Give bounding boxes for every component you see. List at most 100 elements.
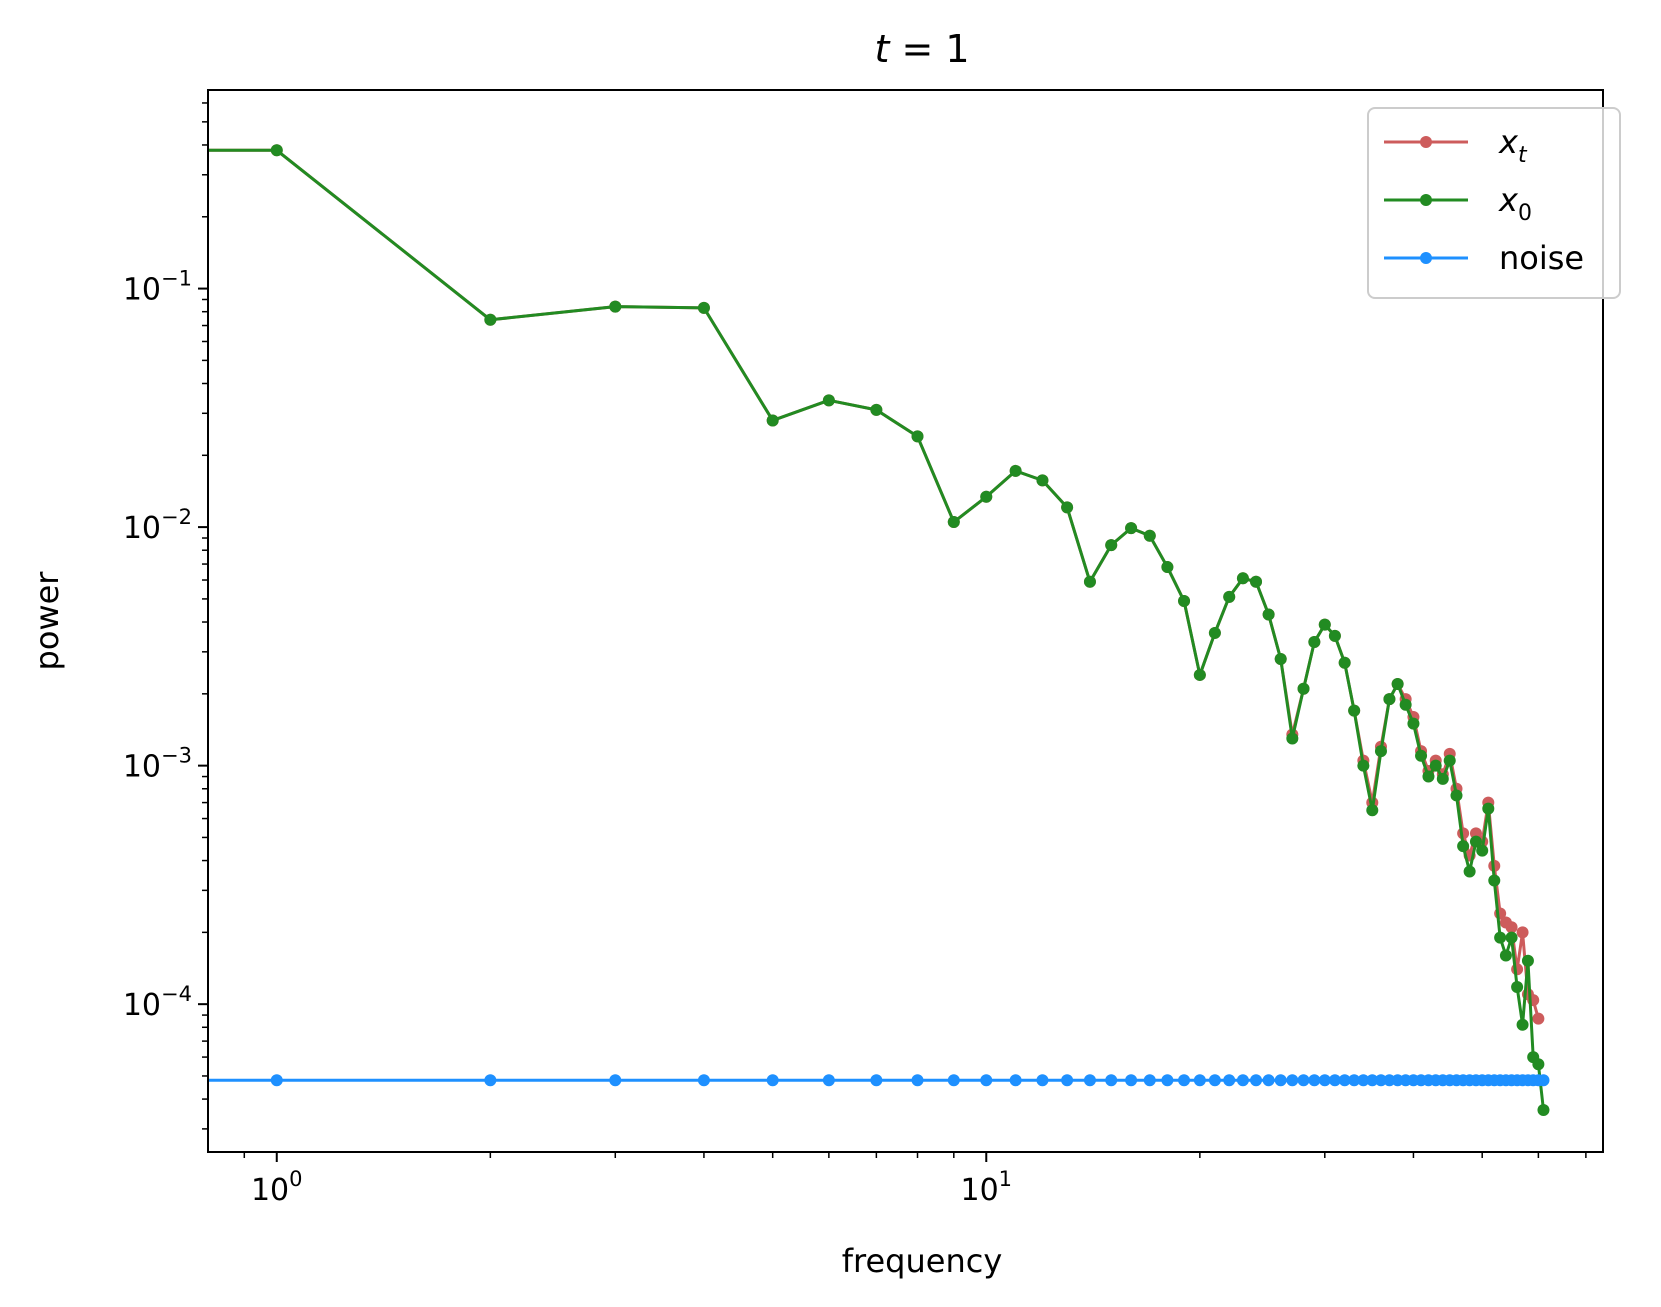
data-point-x0: [609, 300, 622, 313]
data-point-x0: [947, 516, 960, 529]
data-point-noise: [1125, 1074, 1138, 1087]
data-point-x0: [980, 490, 993, 503]
data-point-noise: [1161, 1074, 1174, 1087]
data-point-noise: [1178, 1074, 1191, 1087]
data-point-x0: [1083, 575, 1096, 588]
data-point-noise: [1223, 1074, 1236, 1087]
data-point-noise: [1250, 1074, 1263, 1087]
series-xt: [208, 144, 1545, 1025]
data-point-noise: [911, 1074, 924, 1087]
series-layer: [208, 144, 1550, 1116]
series-x0: [208, 144, 1550, 1116]
data-point-x0: [1366, 804, 1379, 817]
data-point-x0: [484, 313, 497, 326]
series-line-x0: [208, 148, 1545, 1111]
data-point-x0: [1494, 931, 1507, 944]
legend-box: [1367, 107, 1621, 299]
data-point-x0: [1274, 652, 1287, 665]
data-point-x0: [1357, 759, 1370, 772]
data-point-x0: [1383, 693, 1396, 706]
data-point-x0: [1422, 770, 1435, 783]
data-point-x0: [1537, 1104, 1550, 1116]
data-point-x0: [1399, 698, 1412, 711]
data-point-x0: [1236, 572, 1249, 585]
y-tick-label: 10−3: [123, 744, 192, 785]
data-point-noise: [1061, 1074, 1074, 1087]
legend: xt x0 noise: [1367, 107, 1621, 299]
data-point-noise: [1236, 1074, 1249, 1087]
series-line-xt: [208, 148, 1540, 1019]
data-point-noise: [1036, 1074, 1049, 1087]
data-point-x0: [1476, 844, 1489, 857]
x-tick-label: 100: [251, 1167, 303, 1208]
data-point-noise: [980, 1074, 993, 1087]
data-point-noise: [1297, 1074, 1310, 1087]
data-point-noise: [1308, 1074, 1321, 1087]
data-point-noise: [484, 1074, 497, 1087]
data-point-noise: [870, 1074, 883, 1087]
data-point-x0: [1036, 474, 1049, 487]
y-axis: 10−1 10−2 10−3 10−4: [123, 102, 208, 1130]
data-point-noise: [1366, 1074, 1379, 1087]
data-point-x0: [1443, 754, 1456, 767]
data-point-x0: [1429, 759, 1442, 772]
data-point-noise: [1348, 1074, 1361, 1087]
x-tick-label: 101: [960, 1167, 1012, 1208]
legend-label: noise: [1499, 239, 1584, 277]
data-point-x0: [1193, 668, 1206, 681]
data-point-x0: [1262, 608, 1275, 621]
data-point-x0: [697, 301, 710, 314]
y-tick-label: 10−1: [123, 267, 192, 308]
data-point-x0: [1532, 1058, 1545, 1071]
data-point-noise: [1383, 1074, 1396, 1087]
data-point-noise: [1083, 1074, 1096, 1087]
legend-swatch-marker: [1420, 136, 1432, 148]
data-point-x0: [1250, 575, 1263, 588]
data-point-x0: [1407, 717, 1420, 730]
data-point-xt: [1469, 827, 1482, 840]
plot-frame: [207, 89, 1604, 1153]
data-point-x0: [911, 430, 924, 443]
legend-label: xt: [1498, 123, 1528, 168]
data-point-noise: [1274, 1074, 1287, 1087]
data-point-x0: [822, 394, 835, 407]
data-point-x0: [1505, 931, 1518, 944]
data-point-noise: [1338, 1074, 1351, 1087]
data-point-noise: [270, 1074, 283, 1087]
legend-swatch-marker: [1420, 194, 1432, 206]
data-point-x0: [1521, 954, 1534, 967]
data-point-x0: [1061, 501, 1074, 514]
data-point-x0: [766, 414, 779, 427]
data-point-x0: [1488, 874, 1501, 887]
series-noise: [208, 1074, 1550, 1087]
data-point-x0: [1463, 865, 1476, 878]
data-point-noise: [1105, 1074, 1118, 1087]
data-point-x0: [1374, 745, 1387, 758]
legend-swatch-marker: [1420, 252, 1432, 264]
data-point-x0: [1482, 802, 1495, 815]
y-axis-label: power: [28, 571, 66, 671]
data-point-noise: [1286, 1074, 1299, 1087]
data-point-noise: [947, 1074, 960, 1087]
data-point-x0: [1125, 522, 1138, 535]
data-point-noise: [609, 1074, 622, 1087]
data-point-x0: [1415, 749, 1428, 762]
x-axis-label: frequency: [842, 1242, 1003, 1280]
data-point-noise: [1009, 1074, 1022, 1087]
data-point-noise: [1357, 1074, 1370, 1087]
data-point-x0: [1308, 635, 1321, 648]
data-point-x0: [1223, 590, 1236, 603]
data-point-noise: [1262, 1074, 1275, 1087]
data-point-x0: [1450, 789, 1463, 802]
data-point-noise: [697, 1074, 710, 1087]
legend-label: x0: [1498, 181, 1532, 226]
title-var: t: [874, 27, 891, 71]
data-point-noise: [1537, 1074, 1550, 1087]
data-point-x0: [1161, 561, 1174, 574]
data-point-x0: [1348, 704, 1361, 717]
data-point-x0: [1318, 618, 1331, 631]
data-point-x0: [1328, 629, 1341, 642]
data-point-x0: [1208, 626, 1221, 639]
data-point-noise: [1374, 1074, 1387, 1087]
